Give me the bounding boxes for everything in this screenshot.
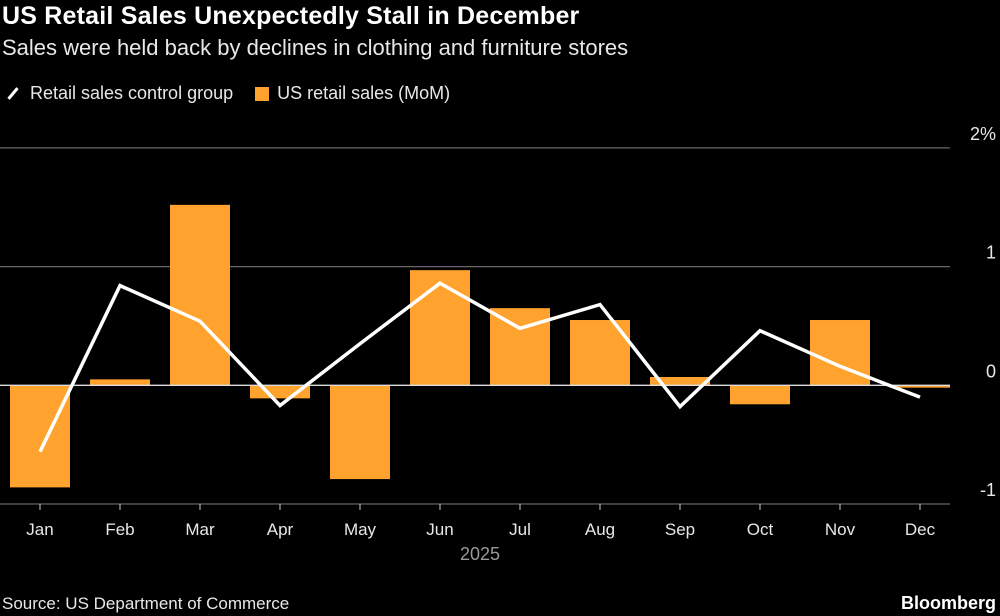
x-tick-label: Aug — [585, 520, 615, 539]
y-tick-label: -1 — [980, 480, 996, 500]
y-tick-label: 0 — [986, 361, 996, 381]
bar-jun — [410, 270, 470, 386]
chart-subtitle: Sales were held back by declines in clot… — [2, 35, 629, 60]
x-tick-label: Apr — [267, 520, 294, 539]
source-note: Source: US Department of Commerce — [2, 594, 290, 613]
bar-oct — [730, 385, 790, 405]
bar-jul — [490, 308, 550, 386]
x-axis-label: 2025 — [460, 544, 500, 564]
x-tick-label: Oct — [747, 520, 774, 539]
bar-dec — [890, 385, 950, 388]
legend-label-retail-sales: US retail sales (MoM) — [277, 83, 451, 103]
bloomberg-logo: Bloomberg — [900, 593, 996, 613]
chart-title: US Retail Sales Unexpectedly Stall in De… — [2, 2, 580, 30]
legend: Retail sales control group US retail sal… — [6, 83, 450, 104]
legend-label-control-group: Retail sales control group — [30, 83, 234, 103]
x-tick-label: Nov — [825, 520, 856, 539]
x-tick-label: May — [344, 520, 377, 539]
x-tick-label: Sep — [665, 520, 695, 539]
bar-sep — [650, 376, 710, 386]
y-tick-label: 1 — [986, 243, 996, 263]
x-tick-label: Dec — [905, 520, 936, 539]
legend-bar-swatch — [255, 86, 270, 101]
bar-mar — [170, 204, 230, 386]
bar-may — [330, 385, 390, 480]
line-control-group — [38, 281, 921, 453]
x-tick-label: Feb — [105, 520, 134, 539]
bar-jan — [10, 385, 70, 488]
x-tick-label: Mar — [185, 520, 215, 539]
x-tick-label: Jan — [26, 520, 53, 539]
x-tick-label: Jul — [509, 520, 531, 539]
y-tick-label: 2% — [970, 124, 996, 144]
bar-feb — [90, 379, 150, 386]
x-tick-label: Jun — [426, 520, 453, 539]
